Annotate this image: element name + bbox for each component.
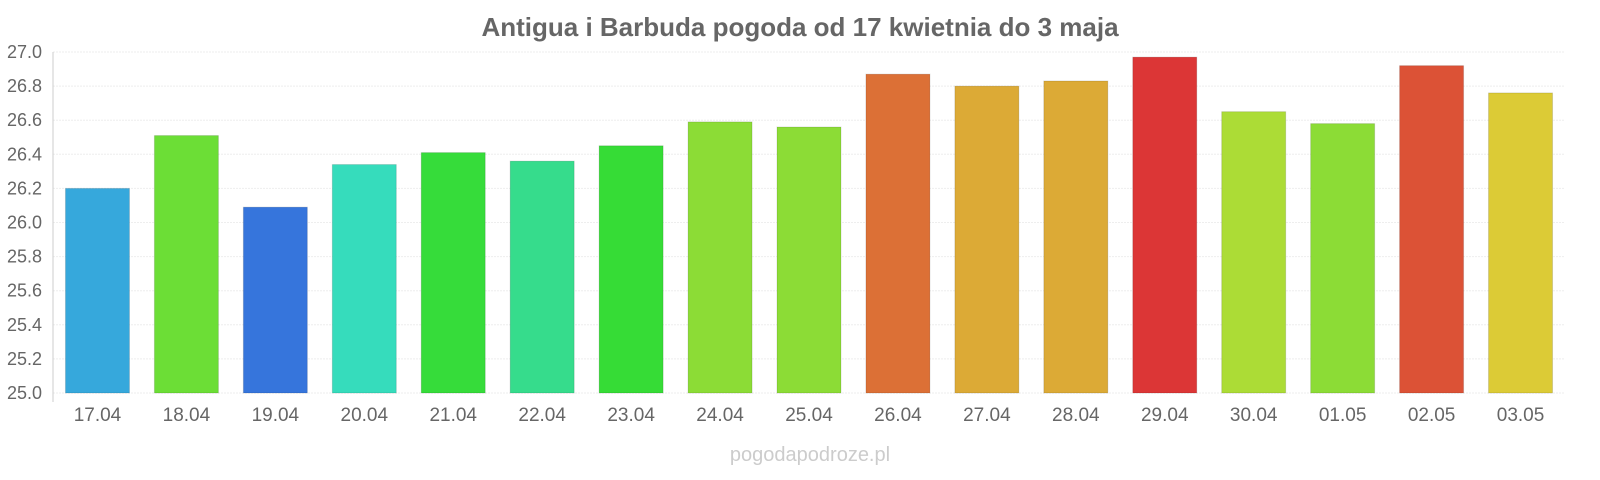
bar-02.05[interactable]	[1399, 65, 1465, 394]
x-tick-label: 17.04	[74, 405, 122, 426]
bar-19.04[interactable]	[242, 206, 308, 394]
bar-03.05[interactable]	[1488, 92, 1554, 394]
y-tick-label: 26.0	[7, 213, 42, 233]
x-tick-label: 03.05	[1497, 405, 1545, 426]
x-tick-label: 21.04	[429, 405, 477, 426]
x-tick-label: 22.04	[518, 405, 566, 426]
y-tick-label: 25.6	[7, 281, 42, 301]
bar-01.05[interactable]	[1310, 123, 1376, 394]
x-tick-label: 27.04	[963, 405, 1011, 426]
bar-29.04[interactable]	[1132, 56, 1198, 394]
bar-30.04[interactable]	[1221, 111, 1287, 394]
y-tick-label: 26.2	[7, 178, 42, 198]
y-tick-label: 27.0	[7, 42, 42, 62]
x-tick-label: 26.04	[874, 405, 922, 426]
bar-27.04[interactable]	[954, 85, 1020, 394]
y-tick-label: 25.4	[7, 315, 42, 335]
y-tick-label: 25.2	[7, 349, 42, 369]
bar-22.04[interactable]	[509, 160, 575, 394]
y-tick-label: 26.4	[7, 144, 42, 164]
x-tick-label: 18.04	[163, 405, 211, 426]
bar-17.04[interactable]	[64, 187, 130, 394]
x-tick-label: 19.04	[252, 405, 300, 426]
x-tick-label: 30.04	[1230, 405, 1278, 426]
bar-18.04[interactable]	[153, 135, 219, 394]
bar-23.04[interactable]	[598, 145, 664, 394]
x-tick-label: 02.05	[1408, 405, 1456, 426]
x-tick-label: 28.04	[1052, 405, 1100, 426]
y-tick-label: 25.8	[7, 247, 42, 267]
chart-title: Antigua i Barbuda pogoda od 17 kwietnia …	[481, 12, 1119, 42]
x-tick-label: 20.04	[341, 405, 389, 426]
x-tick-label: 29.04	[1141, 405, 1189, 426]
bar-28.04[interactable]	[1043, 80, 1109, 394]
y-tick-label: 25.0	[7, 383, 42, 403]
bar-21.04[interactable]	[420, 152, 486, 394]
bar-26.04[interactable]	[865, 73, 931, 394]
y-tick-label: 26.8	[7, 76, 42, 96]
watermark: pogodapodroze.pl	[730, 444, 890, 466]
y-tick-label: 26.6	[7, 110, 42, 130]
bar-20.04[interactable]	[331, 164, 397, 394]
x-tick-label: 23.04	[607, 405, 655, 426]
x-tick-label: 24.04	[696, 405, 744, 426]
x-tick-label: 25.04	[785, 405, 833, 426]
bar-25.04[interactable]	[776, 126, 842, 394]
x-tick-label: 01.05	[1319, 405, 1367, 426]
bar-24.04[interactable]	[687, 121, 753, 394]
